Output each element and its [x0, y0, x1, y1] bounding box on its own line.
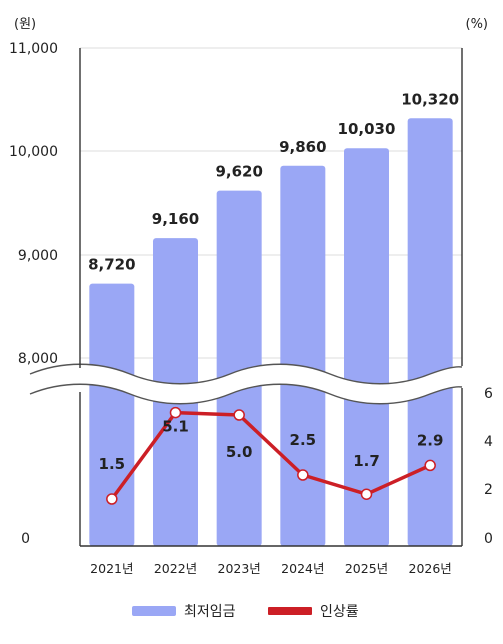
category-label-2024: 2024년 — [281, 561, 324, 576]
rate-points — [106, 406, 436, 505]
bar-label-2025: 10,030 — [338, 120, 396, 138]
gridlines — [80, 47, 462, 359]
category-label-2022: 2022년 — [154, 561, 197, 576]
left-tick-10000: 10,000 — [9, 144, 58, 160]
rate-labels: 1.5 5.1 5.0 2.5 1.7 2.9 — [99, 418, 444, 473]
rate-label-2021: 1.5 — [99, 455, 126, 473]
right-tick-0: 0 — [484, 531, 493, 547]
rate-label-2025: 1.7 — [353, 452, 380, 470]
category-label-2021: 2021년 — [90, 561, 133, 576]
right-unit-label: (%) — [466, 17, 489, 32]
right-tick-4: 4 — [484, 434, 493, 450]
rate-label-2024: 2.5 — [290, 431, 317, 449]
axes — [79, 48, 463, 547]
right-ticks: 6 4 2 0 — [484, 386, 493, 547]
bar-label-2024: 9,860 — [279, 138, 326, 156]
category-labels: 2021년 2022년 2023년 2024년 2025년 2026년 — [90, 561, 452, 576]
bar-2023 — [216, 190, 262, 546]
bars — [89, 118, 453, 547]
left-tick-0: 0 — [21, 531, 30, 547]
bar-label-2023: 9,620 — [215, 163, 262, 181]
legend: 최저임금 인상률 — [132, 604, 359, 620]
legend-swatch-rate — [268, 607, 312, 615]
rate-point-2025 — [360, 488, 373, 500]
bar-label-2021: 8,720 — [88, 256, 135, 274]
left-ticks: 11,000 10,000 9,000 8,000 0 — [9, 41, 58, 547]
bar-label-2026: 10,320 — [401, 90, 459, 108]
axis-break-line-top — [29, 363, 463, 385]
rate-point-2023 — [233, 409, 245, 421]
rate-label-2022: 5.1 — [162, 418, 189, 436]
rate-point-2022 — [169, 406, 182, 419]
rate-point-2021 — [106, 493, 118, 505]
right-tick-2: 2 — [484, 482, 493, 498]
left-tick-8000: 8,000 — [18, 351, 58, 367]
bar-value-labels: 8,720 9,160 9,620 9,860 10,030 10,320 — [88, 90, 459, 273]
rate-point-2024 — [297, 469, 309, 481]
left-tick-9000: 9,000 — [18, 248, 58, 264]
category-label-2026: 2026년 — [409, 561, 452, 576]
left-tick-11000: 11,000 — [9, 41, 58, 57]
category-label-2025: 2025년 — [345, 561, 388, 576]
right-tick-6: 6 — [484, 386, 493, 402]
bar-label-2022: 9,160 — [152, 210, 199, 228]
axis-break-band — [30, 364, 462, 404]
bar-2024 — [280, 165, 326, 547]
rate-point-2026 — [424, 459, 436, 472]
bar-2025 — [344, 148, 389, 546]
rate-label-2026: 2.9 — [417, 431, 444, 449]
category-label-2023: 2023년 — [218, 561, 261, 576]
bar-2021 — [89, 283, 135, 546]
bar-2026 — [407, 118, 453, 547]
axis-break-line-bottom — [29, 383, 463, 405]
legend-label-wage: 최저임금 — [184, 604, 236, 620]
legend-label-rate: 인상률 — [320, 604, 359, 620]
left-unit-label: (원) — [14, 17, 36, 32]
legend-swatch-wage — [132, 606, 176, 616]
rate-label-2023: 5.0 — [226, 443, 253, 461]
rate-line — [110, 410, 431, 501]
